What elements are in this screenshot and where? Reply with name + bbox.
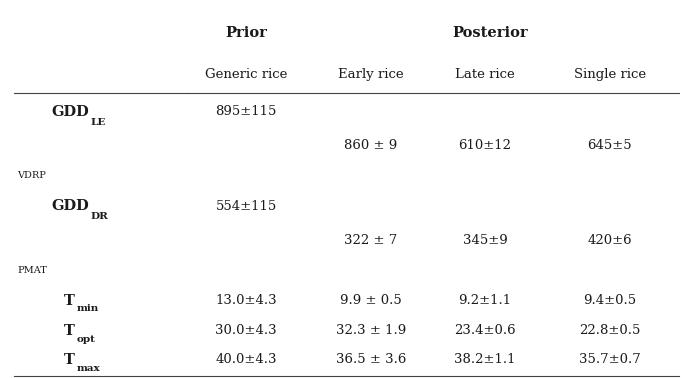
Text: 23.4±0.6: 23.4±0.6	[455, 324, 516, 337]
Text: 30.0±4.3: 30.0±4.3	[216, 324, 277, 337]
Text: 32.3 ± 1.9: 32.3 ± 1.9	[335, 324, 406, 337]
Text: max: max	[77, 364, 100, 373]
Text: Late rice: Late rice	[455, 68, 515, 81]
Text: 9.2±1.1: 9.2±1.1	[459, 294, 511, 307]
Text: T: T	[64, 324, 75, 338]
Text: 40.0±4.3: 40.0±4.3	[216, 353, 277, 366]
Text: 35.7±0.7: 35.7±0.7	[579, 353, 641, 366]
Text: 22.8±0.5: 22.8±0.5	[579, 324, 640, 337]
Text: Generic rice: Generic rice	[205, 68, 287, 81]
Text: 645±5: 645±5	[588, 139, 632, 152]
Text: min: min	[77, 304, 99, 313]
Text: GDD: GDD	[51, 199, 89, 213]
Text: GDD: GDD	[51, 104, 89, 119]
Text: 322 ± 7: 322 ± 7	[344, 234, 397, 246]
Text: VDRP: VDRP	[17, 171, 46, 180]
Text: 554±115: 554±115	[216, 200, 277, 212]
Text: 9.4±0.5: 9.4±0.5	[584, 294, 636, 307]
Text: opt: opt	[77, 335, 96, 344]
Text: 9.9 ± 0.5: 9.9 ± 0.5	[340, 294, 402, 307]
Text: 38.2±1.1: 38.2±1.1	[455, 353, 516, 366]
Text: Posterior: Posterior	[453, 26, 528, 40]
Text: 860 ± 9: 860 ± 9	[344, 139, 397, 152]
Text: 895±115: 895±115	[216, 105, 277, 118]
Text: 420±6: 420±6	[588, 234, 632, 246]
Text: Single rice: Single rice	[574, 68, 646, 81]
Text: Prior: Prior	[225, 26, 267, 40]
Text: 610±12: 610±12	[459, 139, 511, 152]
Text: Early rice: Early rice	[338, 68, 403, 81]
Text: PMAT: PMAT	[17, 266, 47, 275]
Text: 36.5 ± 3.6: 36.5 ± 3.6	[335, 353, 406, 366]
Text: LE: LE	[91, 118, 106, 127]
Text: T: T	[64, 293, 75, 308]
Text: 13.0±4.3: 13.0±4.3	[216, 294, 277, 307]
Text: DR: DR	[91, 212, 109, 221]
Text: T: T	[64, 353, 75, 367]
Text: 345±9: 345±9	[463, 234, 507, 246]
